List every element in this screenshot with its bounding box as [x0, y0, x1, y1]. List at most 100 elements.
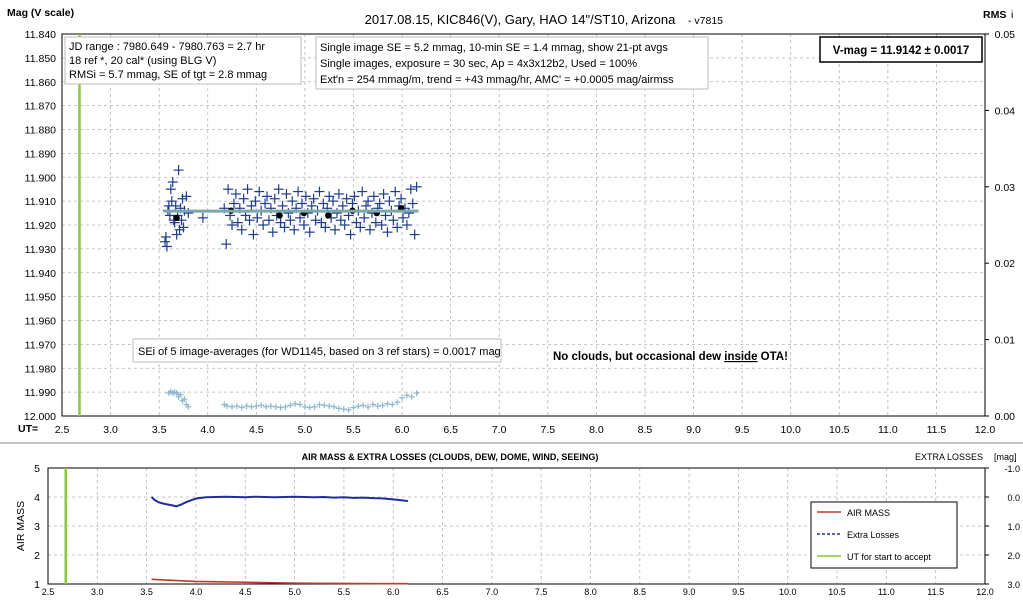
y-tick-label: 11.930 — [25, 244, 56, 256]
rms-point — [229, 403, 236, 410]
y2-tick-label: 2.0 — [1007, 551, 1020, 561]
mag-point — [173, 165, 184, 176]
y-tick-label: 11.880 — [25, 125, 56, 137]
mag-point — [298, 220, 309, 230]
mag-point — [279, 222, 290, 233]
y2-tick-label: 0.0 — [1007, 493, 1020, 503]
x-tick-label: 6.5 — [436, 587, 449, 597]
rms-point — [413, 390, 420, 397]
x-tick-label: 9.0 — [683, 587, 696, 597]
light-curve-chart: 2.5 3.0 3.5 4.0 4.5 5.0 5.5 6.0 6.5 7.0 7.5 8.0 8.5 9… — [7, 7, 1015, 436]
rms-point — [379, 402, 386, 409]
x-tick-label: 10.5 — [828, 587, 846, 597]
mag-point — [262, 191, 273, 202]
mag-point — [333, 188, 344, 199]
vmag-value: V-mag = 11.9142 ± 0.0017 — [833, 45, 969, 57]
rms-point — [408, 393, 415, 400]
mag-point — [170, 200, 181, 211]
mag-point — [159, 236, 170, 247]
mag-point — [260, 198, 271, 209]
y-tick-label: 11.990 — [25, 387, 56, 399]
rms-point — [321, 402, 328, 409]
mag-point — [242, 184, 253, 195]
rms-point — [365, 403, 372, 410]
rms-point — [267, 403, 274, 410]
mag-point — [355, 222, 366, 233]
jd-info-line: 18 ref *, 20 cal* (using BLG V) — [69, 55, 216, 67]
mag-point — [221, 239, 232, 250]
mag-point — [252, 212, 263, 223]
rms-point — [394, 399, 401, 406]
x-tick-label: 11.5 — [927, 587, 944, 597]
y-tick-label: 11.940 — [25, 268, 56, 280]
rms-point — [248, 403, 255, 410]
rms-point — [277, 404, 284, 411]
mag-point — [244, 215, 255, 226]
mag-point — [392, 222, 403, 233]
x-tick-label: 10.0 — [779, 587, 797, 597]
mag-point — [328, 196, 339, 207]
x-tick-label: 7.0 — [492, 424, 507, 436]
rms-point — [316, 401, 323, 408]
mag-point — [287, 196, 298, 207]
mag-point — [250, 196, 261, 207]
jd-info-box — [64, 36, 302, 85]
mag-point — [178, 222, 189, 233]
mag-point — [320, 222, 331, 233]
bottom-y2-axis-label: EXTRA LOSSES — [915, 452, 983, 462]
clouds-note-part: OTA! — [757, 351, 787, 363]
jd-info-line: JD range : 7980.649 - 7980.763 = 2.7 hr — [69, 41, 265, 53]
rms-point — [282, 403, 289, 410]
mag-point — [396, 193, 407, 204]
rms-point — [355, 403, 362, 410]
x-tick-label: 4.0 — [200, 424, 215, 436]
x-tick-label: 4.5 — [249, 424, 264, 436]
y2-tick-label: 0.01 — [995, 335, 1016, 347]
rms-point — [331, 403, 338, 410]
y-tick-label: 5 — [34, 463, 40, 475]
series-line — [150, 495, 409, 508]
average-point — [276, 212, 283, 219]
x-tick-label: 9.5 — [732, 587, 745, 597]
mag-point — [227, 220, 238, 230]
rms-point — [181, 396, 188, 403]
x-tick-label: 3.5 — [152, 424, 167, 436]
x-tick-label: 2.5 — [42, 587, 55, 597]
y2-tick-label: 0.02 — [995, 258, 1016, 270]
rms-point — [306, 404, 313, 411]
mag-point — [258, 220, 269, 230]
mag-point — [228, 198, 239, 209]
x-tick-label: 11.5 — [927, 424, 947, 436]
rms-point — [384, 400, 391, 407]
legend-label: Extra Losses — [847, 530, 900, 540]
y-tick-label: 11.950 — [25, 292, 56, 304]
x-tick-label: 6.5 — [443, 424, 458, 436]
x-tick-label: 3.5 — [140, 587, 153, 597]
mag-point — [285, 215, 296, 226]
mag-point — [277, 200, 288, 211]
rms-point — [340, 406, 347, 413]
mag-point — [232, 217, 243, 228]
mag-point — [248, 229, 259, 240]
y-tick-label: 11.840 — [25, 29, 56, 41]
rms-point — [173, 390, 180, 397]
mag-point — [300, 191, 311, 202]
x-tick-label: 12.0 — [976, 587, 994, 597]
mag-point — [376, 220, 387, 230]
x-tick-label: 11.0 — [878, 587, 895, 597]
average-point — [325, 212, 332, 219]
mag-point — [269, 193, 280, 204]
rms-point — [253, 403, 260, 410]
rms-point — [335, 405, 342, 412]
bottom-y-axis-label: AIR MASS — [15, 501, 27, 551]
mag-point — [368, 191, 379, 202]
y2-tick-label: 0.05 — [995, 29, 1016, 41]
mag-point — [378, 188, 389, 199]
mag-point — [167, 177, 178, 188]
mag-point — [308, 193, 319, 204]
x-tick-label: 8.5 — [634, 587, 647, 597]
x-tick-label: 8.0 — [589, 424, 604, 436]
mag-point — [405, 184, 416, 195]
chart-title-suffix: - v7815 — [688, 15, 723, 27]
y-tick-label: 11.860 — [25, 77, 56, 89]
